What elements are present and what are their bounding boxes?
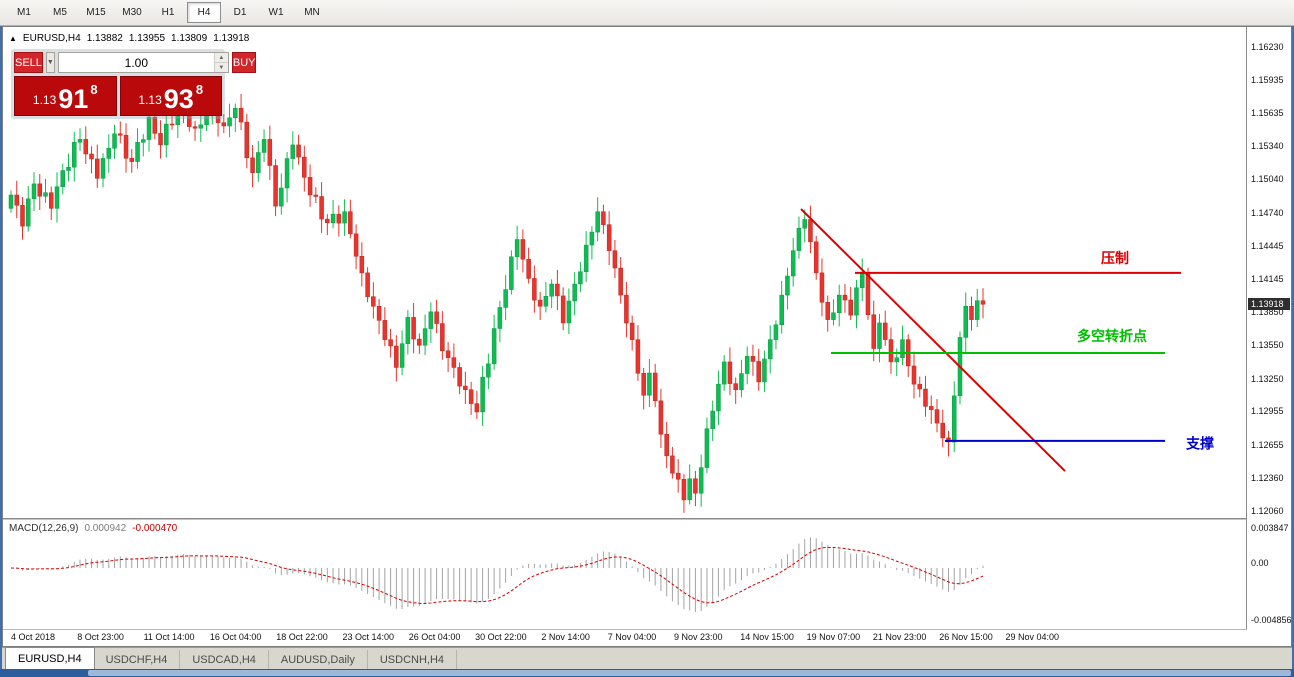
price-tick: 1.15340 [1251,141,1284,152]
ask-price-prefix: 1.13 [138,93,162,107]
time-tick: 4 Oct 2018 [11,632,56,642]
timeframe-toolbar: M1 M5 M15 M30 H1 H4 D1 W1 MN [0,0,1294,26]
symbol-period-label: EURUSD,H4 [22,33,81,44]
timeframe-button-w1[interactable]: W1 [268,7,284,18]
price-tick: 1.15635 [1251,108,1284,119]
macd-axis-tick: 0.003847 [1251,523,1289,533]
price-tick: 1.13550 [1251,340,1284,351]
chart-tab-bar: EURUSD,H4 USDCHF,H4 USDCAD,H4 AUDUSD,Daily U… [2,647,1292,669]
time-tick: 30 Oct 22:00 [475,632,527,642]
buy-price-button[interactable]: 1.13 93 8 [119,76,222,116]
tab-eurusd-h4[interactable]: EURUSD,H4 [5,647,95,669]
tab-audusd-daily[interactable]: AUDUSD,Daily [269,650,368,669]
time-tick: 21 Nov 23:00 [872,632,927,642]
timeframe-button-m1[interactable]: M1 [17,7,31,18]
bid-price-big: 91 [58,84,89,115]
bid-price-sup: 8 [90,82,98,97]
time-tick: 8 Oct 23:00 [77,632,124,642]
turning-point-label: 多空转折点 [1077,328,1147,344]
price-tick: 1.12060 [1251,506,1284,516]
price-axis: 1.13918 1.16230 1.15935 1.15635 1.15340 1.15… [1246,27,1292,630]
timeframe-buttons: M1 M5 M15 M30 H1 H4 D1 W1 MN [7,2,329,23]
chart-marker-icon: ▲ [9,34,17,43]
buy-button[interactable]: BUY [231,52,257,73]
bid-price-prefix: 1.13 [32,93,57,107]
time-tick: 29 Nov 04:00 [1005,632,1060,642]
price-tick: 1.14740 [1251,207,1284,218]
order-options-dropdown[interactable]: ▼ [45,52,55,73]
macd-histogram [16,537,984,612]
sell-price-button[interactable]: 1.13 91 8 [14,76,117,116]
macd-indicator-panel[interactable] [3,520,1246,630]
ohlc-header: ▲ EURUSD,H4 1.13882 1.13955 1.13809 1.13… [9,33,249,44]
ohlc-high: 1.13955 [128,33,166,44]
timeframe-button-mn[interactable]: MN [304,7,320,18]
price-tick: 1.12360 [1251,472,1284,483]
ohlc-close: 1.13918 [213,33,250,44]
price-tick: 1.15040 [1251,174,1284,185]
price-tick: 1.16230 [1251,42,1284,52]
price-tick: 1.12655 [1251,439,1284,450]
current-price-badge: 1.13918 [1248,298,1290,311]
price-tick: 1.12955 [1251,406,1284,417]
time-tick: 7 Nov 04:00 [607,632,657,642]
timeframe-button-h4[interactable]: H4 [187,2,221,23]
sell-button[interactable]: SELL [14,52,43,73]
ohlc-low: 1.13809 [171,33,208,44]
chart-window: ▲ EURUSD,H4 1.13882 1.13955 1.13809 1.13… [2,26,1292,647]
price-tick: 1.15935 [1251,74,1284,85]
volume-spinner: ▲ ▼ [213,53,228,72]
time-tick: 11 Oct 14:00 [143,632,195,642]
ask-price-big: 93 [163,84,194,115]
tab-usdcnh-h4[interactable]: USDCNH,H4 [368,650,458,669]
macd-axis-tick: -0.004856 [1251,615,1292,625]
price-tick: 1.14145 [1251,274,1284,284]
trendline-line [800,208,1066,472]
price-tick: 1.13250 [1251,373,1284,384]
time-tick: 23 Oct 14:00 [342,632,395,642]
volume-field: ▲ ▼ [57,52,229,73]
timeframe-button-h1[interactable]: H1 [161,7,175,18]
time-tick: 26 Nov 15:00 [939,632,993,642]
scrollbar-thumb[interactable] [88,670,1291,676]
horizontal-scrollbar[interactable] [0,669,1294,677]
time-tick: 14 Nov 15:00 [740,632,794,642]
support-label: 支撑 [1185,436,1214,452]
macd-signal-line [10,546,984,605]
timeframe-button-m15[interactable]: M15 [86,7,106,18]
time-tick: 19 Nov 07:00 [806,632,861,642]
macd-main-value: 0.000942 [84,523,127,534]
volume-input[interactable] [58,53,214,72]
time-tick: 16 Oct 04:00 [209,632,262,642]
macd-header: MACD(12,26,9) 0.000942 -0.000470 [9,523,177,534]
macd-axis-tick: 0.00 [1251,558,1269,568]
time-tick: 9 Nov 23:00 [674,632,723,642]
macd-signal-value: -0.000470 [132,523,178,534]
one-click-trading-panel: SELL ▼ ▲ ▼ BUY 1.13 91 8 1.13 93 8 [11,49,257,119]
tab-usdcad-h4[interactable]: USDCAD,H4 [180,650,269,669]
volume-spin-down[interactable]: ▼ [214,63,228,72]
panel-splitter[interactable] [3,518,1291,520]
time-tick: 18 Oct 22:00 [276,632,328,642]
tab-usdchf-h4[interactable]: USDCHF,H4 [94,650,181,669]
macd-name-label: MACD(12,26,9) [9,523,79,534]
timeframe-button-m30[interactable]: M30 [122,7,142,18]
time-tick: 2 Nov 14:00 [541,632,590,642]
candlestick-series [8,90,986,513]
ohlc-open: 1.13882 [86,33,123,44]
ask-price-sup: 8 [195,82,204,97]
price-tick: 1.14445 [1251,240,1284,251]
resistance-label: 压制 [1101,250,1129,266]
time-axis: 4 Oct 2018 8 Oct 23:00 11 Oct 14:00 16 Oct … [3,629,1247,646]
timeframe-button-m5[interactable]: M5 [53,7,67,18]
price-tick: 1.13850 [1251,306,1284,317]
timeframe-button-d1[interactable]: D1 [233,7,247,18]
volume-spin-up[interactable]: ▲ [214,53,228,63]
time-tick: 26 Oct 04:00 [408,632,461,642]
